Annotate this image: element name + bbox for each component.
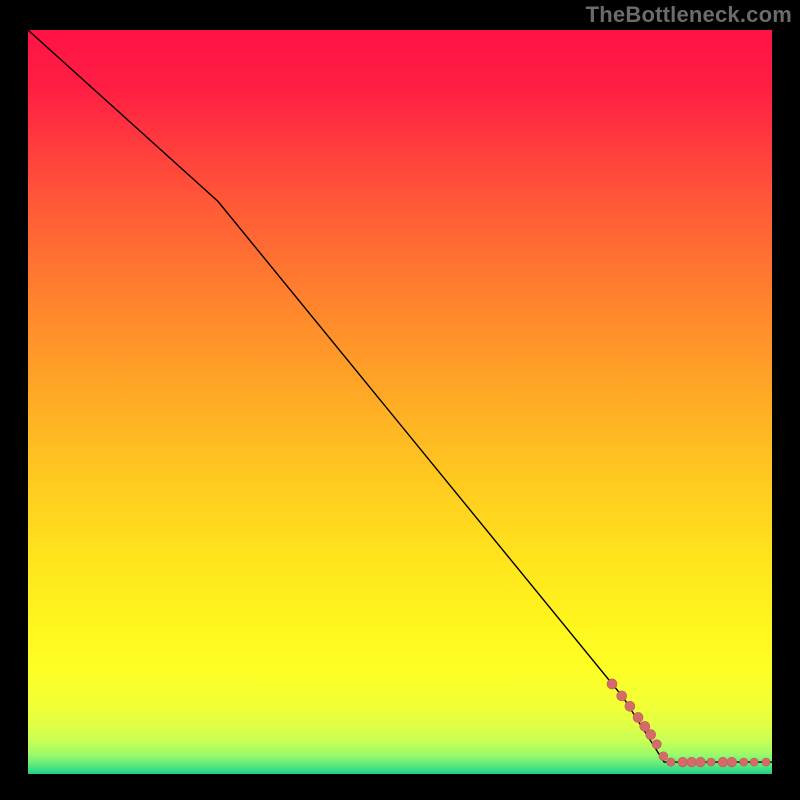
data-marker (707, 758, 715, 766)
data-marker (659, 752, 668, 761)
data-marker (727, 757, 737, 767)
gradient-background (28, 30, 772, 774)
data-marker (607, 679, 617, 689)
data-marker (617, 691, 627, 701)
chart-frame: TheBottleneck.com (0, 0, 800, 800)
watermark-text: TheBottleneck.com (586, 2, 792, 28)
data-marker (740, 758, 748, 766)
data-marker (625, 701, 635, 711)
data-marker (633, 712, 643, 722)
data-marker (687, 757, 697, 767)
data-marker (678, 757, 688, 767)
data-marker (762, 758, 770, 766)
data-marker (667, 758, 675, 766)
data-marker (696, 757, 706, 767)
data-marker (652, 740, 661, 749)
data-marker (646, 730, 656, 740)
data-marker (718, 757, 728, 767)
plot-area (28, 30, 772, 774)
data-marker (750, 758, 758, 766)
chart-svg (28, 30, 772, 774)
